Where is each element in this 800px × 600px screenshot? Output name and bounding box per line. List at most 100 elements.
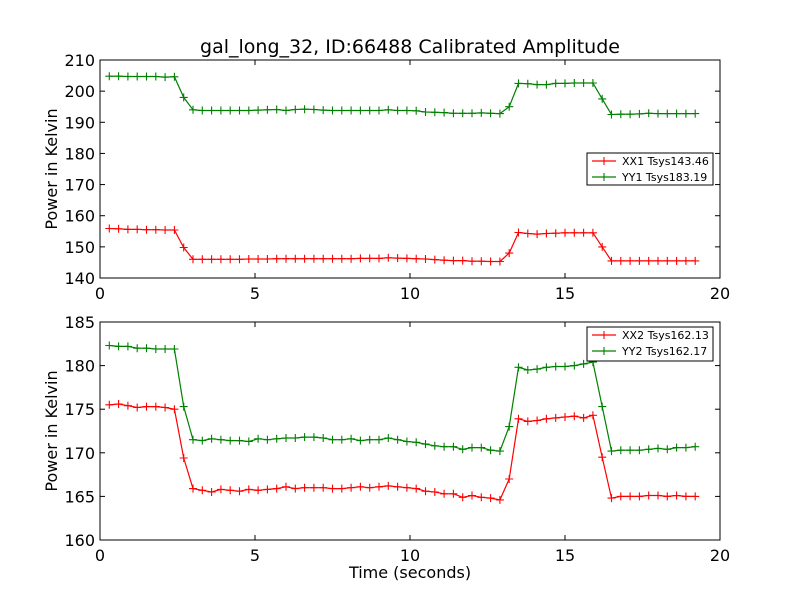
data-point [570,412,579,421]
data-point [495,495,504,504]
data-point [105,72,114,81]
y-tick-label: 210 [64,51,95,70]
data-point [179,243,188,252]
data-point [644,256,653,265]
data-point [635,256,644,265]
data-point [207,106,216,115]
y-axis-label: Power in Kelvin [42,108,61,229]
data-point [514,79,523,88]
x-tick-label: 5 [250,546,260,565]
data-point [309,254,318,263]
data-point [477,108,486,117]
data-point [337,435,346,444]
y-tick-label: 170 [64,176,95,195]
data-point [263,255,272,263]
legend-marker [600,173,608,181]
data-point [430,441,439,450]
data-point [393,482,402,491]
data-point [198,255,207,264]
data-point [347,254,356,263]
data-point [486,446,495,455]
data-point [291,434,300,442]
data-point [337,254,346,263]
series-line-0-0 [109,227,696,263]
data-point [691,442,700,451]
data-point [384,253,393,262]
data-point [626,492,635,501]
y-tick-label: 170 [64,444,95,463]
data-point [468,443,476,452]
data-point [300,105,309,114]
legend-label: XX2 Tsys162.13 [622,329,709,342]
data-point [588,411,597,420]
data-point [282,434,290,442]
data-point [626,110,635,119]
data-point [133,403,142,412]
data-point [393,254,402,263]
data-point [421,440,430,449]
data-point [579,228,588,237]
data-point [244,485,253,494]
data-point [523,366,532,374]
data-point [151,345,160,353]
data-point [282,482,290,491]
data-point [505,475,514,483]
data-point [542,229,551,238]
data-point [551,229,560,238]
data-point [189,435,197,444]
data-point [486,109,495,118]
data-point [328,435,337,444]
data-point [458,493,467,502]
data-point [542,414,551,423]
x-tick-label: 15 [555,546,575,565]
data-point [105,224,114,233]
data-point [533,80,542,89]
data-point [179,93,188,102]
data-point [691,492,700,501]
data-point [319,483,328,492]
data-point [161,403,170,412]
data-point [561,362,569,371]
data-point [514,414,523,423]
data-point [161,345,170,353]
data-point [523,79,532,88]
legend-marker [600,331,608,339]
data-point [198,486,207,495]
data-point [421,108,430,116]
data-point [663,492,672,501]
data-point [495,447,504,456]
data-point [356,482,365,491]
data-point [235,487,244,496]
data-point [198,436,207,445]
data-point [421,487,430,496]
data-point [142,72,151,81]
y-tick-label: 165 [64,487,95,506]
x-tick-label: 20 [710,546,730,565]
data-point [142,225,151,234]
data-point [477,257,486,266]
data-point [663,109,672,118]
data-point [691,109,700,118]
data-point [263,105,272,114]
data-point [533,365,542,374]
y-tick-label: 180 [64,144,95,163]
data-point [216,106,225,115]
data-point [458,445,467,454]
data-point [672,443,681,452]
data-point [291,105,300,114]
y-tick-label: 175 [64,400,95,419]
y-tick-label: 140 [64,269,95,288]
data-point [402,437,411,446]
data-point [105,400,114,409]
data-point [291,254,300,263]
data-point [616,256,625,265]
data-point [272,254,281,263]
data-point [170,72,179,81]
data-point [412,484,421,493]
data-point [347,483,356,492]
data-point [235,106,244,115]
data-point [477,443,486,452]
data-point [384,481,393,490]
data-point [579,359,588,368]
series-line-1-1 [109,344,696,452]
